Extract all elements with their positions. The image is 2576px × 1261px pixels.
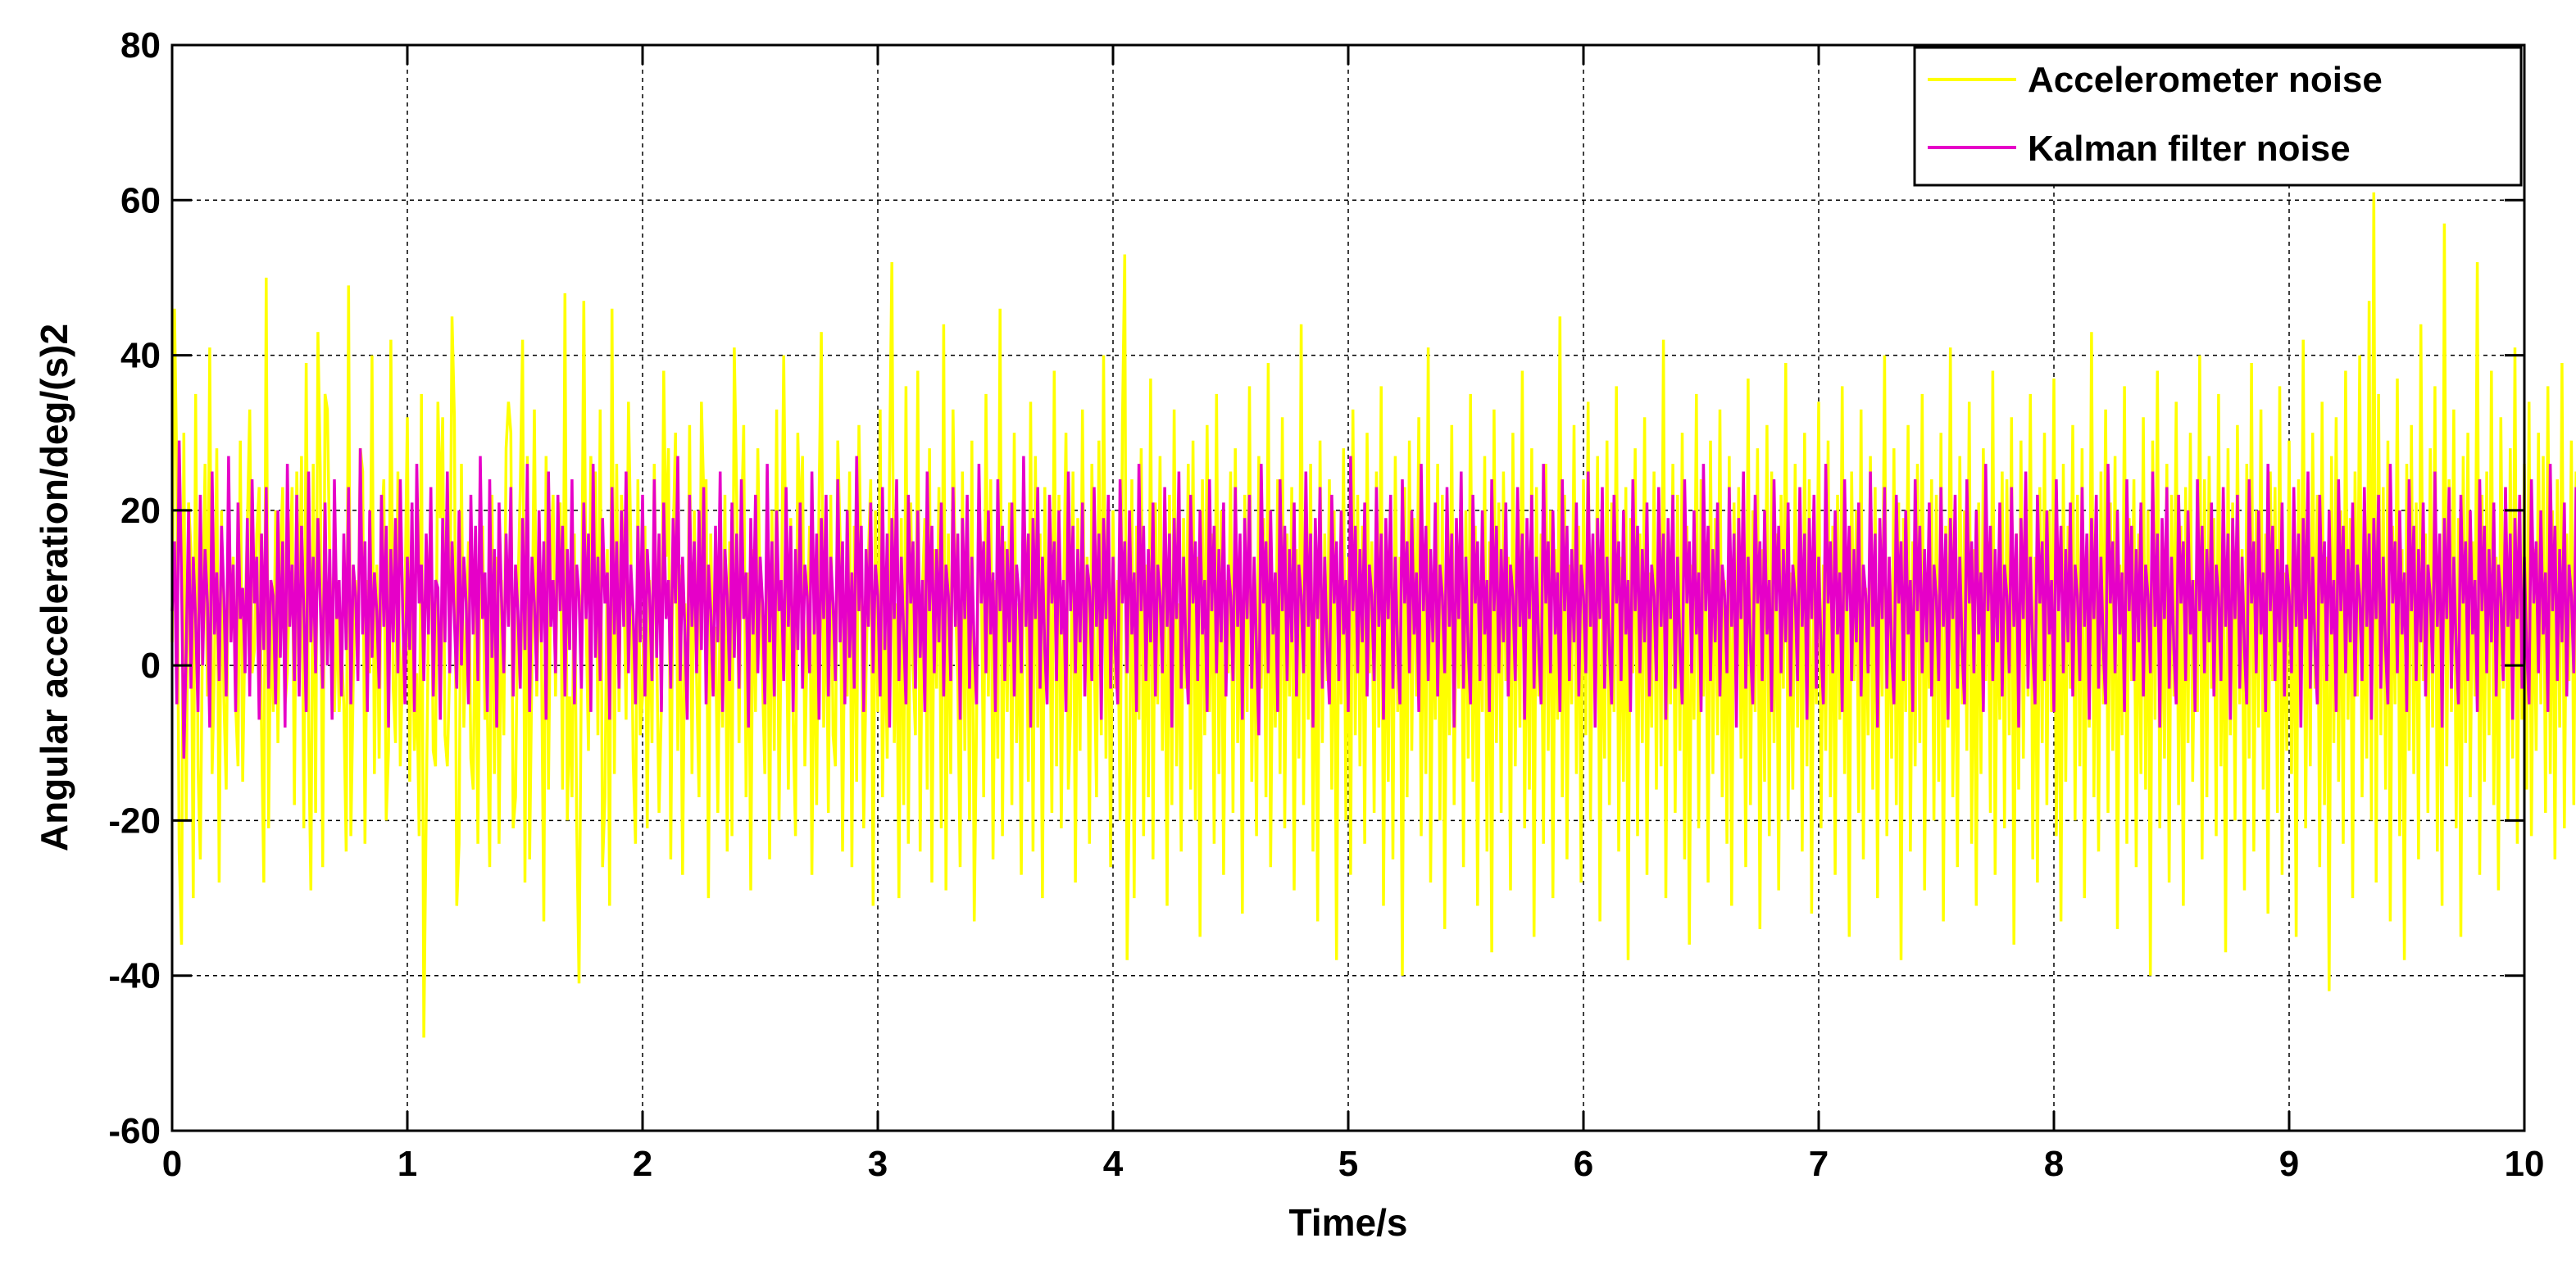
y-tick-label: 0	[141, 646, 161, 686]
legend-label-accelerometer: Accelerometer noise	[2028, 60, 2383, 100]
tick-labels: 0 1 2 3 4 5 6 7 8 9 10 -60 -40 -20 0 20 40 60 80	[108, 25, 2544, 1184]
y-tick-label: 20	[120, 491, 161, 531]
x-axis-label: Time/s	[1289, 1201, 1408, 1244]
y-tick-label: 80	[120, 25, 161, 66]
y-axis-label: Angular acceleration/deg/(s)2	[33, 324, 75, 851]
x-tick-label: 8	[2044, 1144, 2064, 1184]
y-tick-label: 40	[120, 336, 161, 376]
y-tick-label: -40	[108, 956, 161, 996]
x-tick-label: 3	[868, 1144, 888, 1184]
legend: Accelerometer noise Kalman filter noise	[1913, 46, 2523, 187]
x-tick-label: 4	[1103, 1144, 1124, 1184]
x-tick-label: 6	[1574, 1144, 1593, 1184]
y-tick-label: -60	[108, 1111, 161, 1151]
series-line-kalman-filter-noise	[170, 440, 2576, 759]
series-layer	[170, 192, 2576, 1038]
x-tick-label: 1	[398, 1144, 417, 1184]
legend-box	[1913, 46, 2523, 187]
x-tick-label: 7	[1809, 1144, 1829, 1184]
x-tick-label: 5	[1338, 1144, 1358, 1184]
y-tick-label: 60	[120, 180, 161, 220]
x-tick-label: 0	[162, 1144, 182, 1184]
x-tick-label: 9	[2279, 1144, 2299, 1184]
x-tick-label: 10	[2505, 1144, 2545, 1184]
x-tick-label: 2	[633, 1144, 652, 1184]
legend-label-kalman: Kalman filter noise	[2028, 129, 2351, 169]
y-tick-label: -20	[108, 801, 161, 841]
